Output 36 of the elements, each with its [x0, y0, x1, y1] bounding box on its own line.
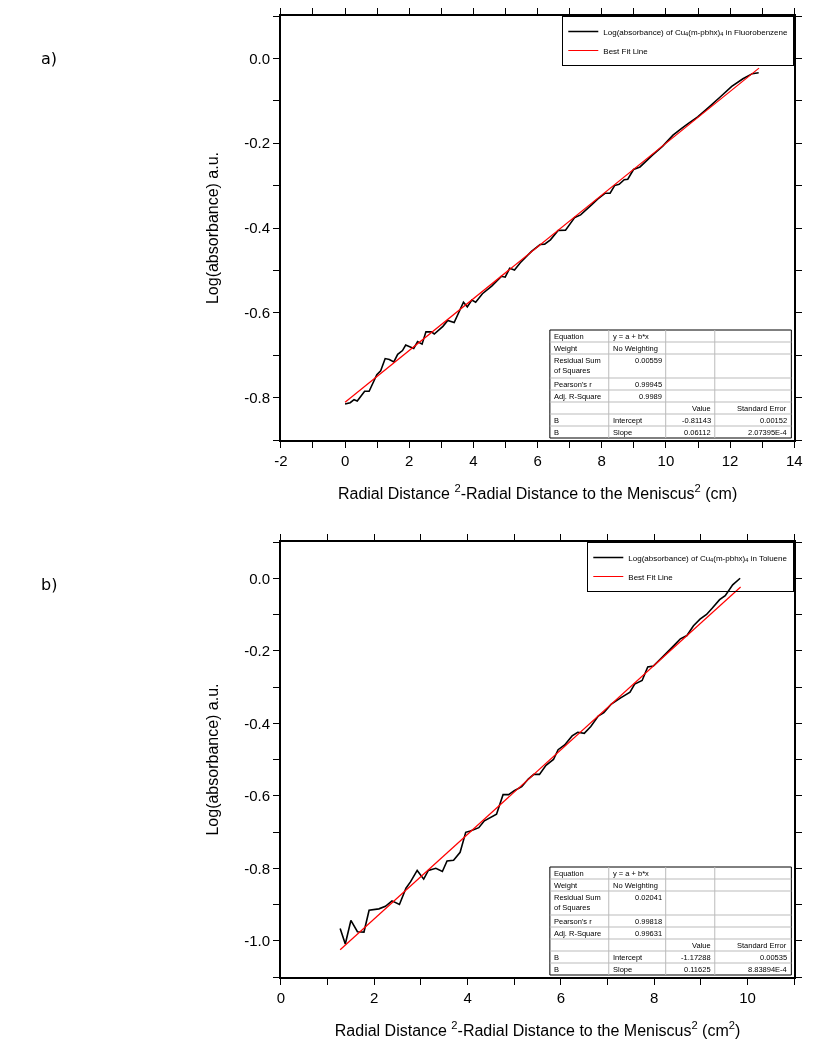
x-tick-label: 14: [785, 451, 803, 469]
y-axis-title: Log(absorbance) a.u.: [203, 683, 221, 836]
legend-label: Best Fit Line: [603, 46, 649, 56]
x-tick-label: 0: [340, 451, 350, 469]
x-tick-label: 10: [739, 988, 756, 1006]
y-tick-label: -0.4: [244, 219, 271, 237]
x-tick-label: 10: [657, 451, 675, 469]
x-tick-label: 4: [463, 988, 472, 1006]
x-tick-label: 8: [650, 988, 659, 1006]
x-tick-label: 4: [469, 451, 478, 469]
x-tick-label: 6: [533, 451, 542, 469]
y-tick-label: 0.0: [249, 49, 271, 67]
x-tick-label: 12: [721, 451, 739, 469]
y-tick-label: -0.2: [244, 642, 271, 659]
legend-label: Best Fit Line: [628, 572, 674, 582]
y-tick-label: -0.6: [244, 787, 271, 804]
y-tick-label: -0.8: [244, 388, 271, 406]
x-tick-label: 2: [405, 451, 414, 469]
x-tick-label: 8: [597, 451, 606, 469]
text: a): [41, 49, 58, 68]
x-axis-title: Radial Distance $^{2}$-Radial Distance to the Meniscus$^{2}$ (cm): [337, 482, 738, 502]
legend-label: Log(absorbance) of Cu$_{4}$(m-pbhx)$_{4}$ in Fluorobenzene: [603, 27, 788, 38]
y-tick-label: -0.6: [244, 304, 271, 322]
y-tick-label: -0.2: [244, 134, 271, 152]
x-tick-label: 2: [370, 988, 379, 1006]
x-tick-label: 6: [556, 988, 566, 1006]
y-tick-label: -0.8: [244, 859, 271, 877]
x-tick-label: -2: [274, 451, 288, 469]
legend-label: Log(absorbance) of Cu$_{4}$(m-pbhx)$_{4}$ in Toluene: [628, 553, 788, 564]
y-tick-label: -1.0: [244, 932, 271, 949]
y-tick-label: 0.0: [249, 569, 271, 587]
x-axis-title: Radial Distance $^{2}$-Radial Distance to the Meniscus$^{2}$ (cm$^{2}$): [334, 1019, 741, 1039]
x-tick-label: 0: [276, 988, 286, 1006]
text: b): [41, 575, 58, 594]
y-axis-title: Log(absorbance) a.u.: [203, 151, 221, 305]
y-tick-label: -0.4: [244, 714, 271, 732]
